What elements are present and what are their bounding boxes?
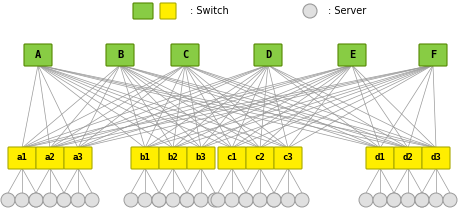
Circle shape xyxy=(359,193,373,207)
Circle shape xyxy=(166,193,180,207)
Circle shape xyxy=(253,193,267,207)
Circle shape xyxy=(1,193,15,207)
Circle shape xyxy=(71,193,85,207)
Circle shape xyxy=(15,193,29,207)
Circle shape xyxy=(387,193,401,207)
Circle shape xyxy=(267,193,281,207)
Circle shape xyxy=(152,193,166,207)
Circle shape xyxy=(267,193,281,207)
Text: d3: d3 xyxy=(431,154,441,163)
Circle shape xyxy=(373,193,387,207)
FancyBboxPatch shape xyxy=(24,44,52,66)
Circle shape xyxy=(85,193,99,207)
Circle shape xyxy=(57,193,71,207)
FancyBboxPatch shape xyxy=(36,147,64,169)
Circle shape xyxy=(180,193,194,207)
FancyBboxPatch shape xyxy=(218,147,246,169)
Text: E: E xyxy=(349,50,355,60)
Circle shape xyxy=(387,193,401,207)
Circle shape xyxy=(124,193,138,207)
Text: b3: b3 xyxy=(196,154,206,163)
Circle shape xyxy=(138,193,152,207)
Circle shape xyxy=(57,193,71,207)
Circle shape xyxy=(194,193,208,207)
FancyBboxPatch shape xyxy=(8,147,36,169)
Text: A: A xyxy=(35,50,41,60)
Text: C: C xyxy=(182,50,188,60)
FancyBboxPatch shape xyxy=(160,3,176,19)
Circle shape xyxy=(152,193,166,207)
Circle shape xyxy=(208,193,222,207)
Text: B: B xyxy=(117,50,123,60)
Text: : Server: : Server xyxy=(328,6,366,16)
Text: a3: a3 xyxy=(73,154,83,163)
Text: b2: b2 xyxy=(168,154,179,163)
FancyBboxPatch shape xyxy=(131,147,159,169)
Circle shape xyxy=(415,193,429,207)
FancyBboxPatch shape xyxy=(133,3,153,19)
Text: D: D xyxy=(265,50,271,60)
Circle shape xyxy=(281,193,295,207)
FancyBboxPatch shape xyxy=(366,147,394,169)
Text: c1: c1 xyxy=(227,154,237,163)
Text: d2: d2 xyxy=(403,154,414,163)
Text: a2: a2 xyxy=(45,154,55,163)
Circle shape xyxy=(225,193,239,207)
FancyBboxPatch shape xyxy=(64,147,92,169)
Text: c2: c2 xyxy=(255,154,266,163)
Circle shape xyxy=(211,193,225,207)
Circle shape xyxy=(443,193,457,207)
Circle shape xyxy=(180,193,194,207)
FancyBboxPatch shape xyxy=(274,147,302,169)
Text: c3: c3 xyxy=(282,154,293,163)
FancyBboxPatch shape xyxy=(187,147,215,169)
FancyBboxPatch shape xyxy=(159,147,187,169)
Circle shape xyxy=(429,193,443,207)
Text: F: F xyxy=(430,50,436,60)
FancyBboxPatch shape xyxy=(394,147,422,169)
FancyBboxPatch shape xyxy=(171,44,199,66)
Text: b1: b1 xyxy=(140,154,150,163)
Text: : Switch: : Switch xyxy=(190,6,229,16)
FancyBboxPatch shape xyxy=(422,147,450,169)
Circle shape xyxy=(239,193,253,207)
Circle shape xyxy=(415,193,429,207)
FancyBboxPatch shape xyxy=(106,44,134,66)
Circle shape xyxy=(303,4,317,18)
Circle shape xyxy=(29,193,43,207)
Circle shape xyxy=(401,193,415,207)
FancyBboxPatch shape xyxy=(419,44,447,66)
Circle shape xyxy=(43,193,57,207)
Circle shape xyxy=(295,193,309,207)
Circle shape xyxy=(239,193,253,207)
Circle shape xyxy=(29,193,43,207)
FancyBboxPatch shape xyxy=(254,44,282,66)
FancyBboxPatch shape xyxy=(246,147,274,169)
FancyBboxPatch shape xyxy=(338,44,366,66)
Text: a1: a1 xyxy=(16,154,27,163)
Text: d1: d1 xyxy=(375,154,385,163)
